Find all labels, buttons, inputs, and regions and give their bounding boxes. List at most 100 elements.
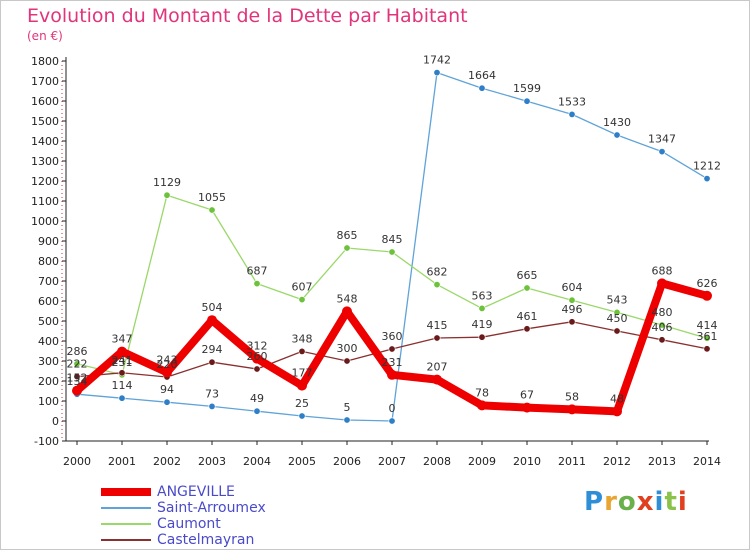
y-tick-label: -100 xyxy=(34,435,59,448)
data-label: 361 xyxy=(697,330,718,343)
data-point xyxy=(433,69,441,77)
data-label: 845 xyxy=(382,233,403,246)
y-tick-label: 100 xyxy=(38,395,59,408)
data-point xyxy=(568,296,576,304)
data-point xyxy=(522,402,532,413)
data-label: 0 xyxy=(389,402,396,415)
legend: ANGEVILLE Saint-Arroumex Caumont Castelmayr… xyxy=(101,484,361,548)
data-label: 294 xyxy=(202,343,223,356)
proxiti-logo: Proxiti xyxy=(584,487,688,517)
data-label: 231 xyxy=(112,356,133,369)
data-label: 347 xyxy=(112,333,133,346)
data-label: 1664 xyxy=(468,69,496,82)
data-label: 665 xyxy=(517,269,538,282)
data-point xyxy=(703,345,711,353)
data-point xyxy=(568,110,576,118)
data-label: 58 xyxy=(565,390,579,403)
data-label: 73 xyxy=(205,387,219,400)
data-label: 49 xyxy=(250,392,264,405)
data-label: 682 xyxy=(427,266,448,279)
legend-swatch xyxy=(101,523,151,525)
data-label: 25 xyxy=(295,397,309,410)
data-label: 260 xyxy=(247,350,268,363)
y-tick-label: 1300 xyxy=(31,155,59,168)
y-tick-label: 700 xyxy=(38,275,59,288)
data-label: 626 xyxy=(697,277,718,290)
data-point xyxy=(657,278,667,289)
data-label: 241 xyxy=(112,354,133,367)
data-point xyxy=(253,407,261,415)
data-label: 461 xyxy=(517,310,538,323)
data-labels-layer: 152 347 243 504 312 177 548 231 207 78 67 58 48 688 62… xyxy=(67,54,722,415)
logo-letter: x xyxy=(636,487,655,517)
chart-unit-label: (en €) xyxy=(27,29,63,43)
logo-letter: P xyxy=(584,487,605,517)
data-label: 1347 xyxy=(648,133,676,146)
data-label: 48 xyxy=(610,392,624,405)
y-tick-label: 500 xyxy=(38,315,59,328)
y-tick-label: 1200 xyxy=(31,175,59,188)
logo-letter: t xyxy=(664,487,678,517)
legend-label: ANGEVILLE xyxy=(157,484,235,500)
series-saint-arroumex xyxy=(73,69,711,425)
data-label: 286 xyxy=(67,345,88,358)
series-layer xyxy=(72,69,712,425)
data-point xyxy=(703,175,711,183)
data-point xyxy=(117,346,127,357)
data-label: 1533 xyxy=(558,95,586,108)
x-tick-label: 2011 xyxy=(558,455,586,468)
data-label: 865 xyxy=(337,229,358,242)
x-tick-label: 2013 xyxy=(648,455,676,468)
data-point xyxy=(658,321,666,329)
x-tick-label: 2010 xyxy=(513,455,541,468)
data-point xyxy=(478,84,486,92)
data-point xyxy=(73,360,81,368)
data-label: 222 xyxy=(67,358,88,371)
data-point xyxy=(613,131,621,139)
data-point xyxy=(523,97,531,105)
legend-item: Saint-Arroumex xyxy=(101,500,361,516)
data-point xyxy=(388,417,396,425)
data-label: 406 xyxy=(652,321,673,334)
data-point xyxy=(163,398,171,406)
data-point xyxy=(478,304,486,312)
data-point xyxy=(523,325,531,333)
legend-swatch xyxy=(101,539,151,541)
logo-letter: i xyxy=(677,487,688,517)
data-label: 548 xyxy=(337,292,358,305)
legend-item: ANGEVILLE xyxy=(101,484,361,500)
y-tick-label: 1100 xyxy=(31,195,59,208)
data-label: 687 xyxy=(247,265,268,278)
data-label: 220 xyxy=(157,358,178,371)
data-point xyxy=(477,400,487,411)
data-label: 134 xyxy=(67,375,88,388)
y-tick-label: 0 xyxy=(52,415,59,428)
data-point xyxy=(658,336,666,344)
x-tick-label: 2012 xyxy=(603,455,631,468)
data-point xyxy=(702,290,712,301)
data-label: 67 xyxy=(520,389,534,402)
y-tick-label: 900 xyxy=(38,235,59,248)
data-point xyxy=(343,357,351,365)
data-point xyxy=(73,373,81,381)
data-label: 496 xyxy=(562,303,583,316)
data-point xyxy=(388,345,396,353)
data-point xyxy=(612,406,622,417)
data-label: 543 xyxy=(607,293,628,306)
data-point xyxy=(478,333,486,341)
data-label: 1599 xyxy=(513,82,541,95)
data-label: 207 xyxy=(427,361,448,374)
legend-swatch xyxy=(101,507,151,509)
data-point xyxy=(208,358,216,366)
x-tick-label: 2007 xyxy=(378,455,406,468)
data-label: 231 xyxy=(382,356,403,369)
chart-title: Evolution du Montant de la Dette par Hab… xyxy=(27,5,468,27)
data-label: 604 xyxy=(562,281,583,294)
data-label: 177 xyxy=(292,367,313,380)
data-point xyxy=(253,280,261,288)
data-label: 480 xyxy=(652,306,673,319)
legend-label: Castelmayran xyxy=(157,532,255,548)
x-tick-label: 2008 xyxy=(423,455,451,468)
data-point xyxy=(613,308,621,316)
data-label: 360 xyxy=(382,330,403,343)
